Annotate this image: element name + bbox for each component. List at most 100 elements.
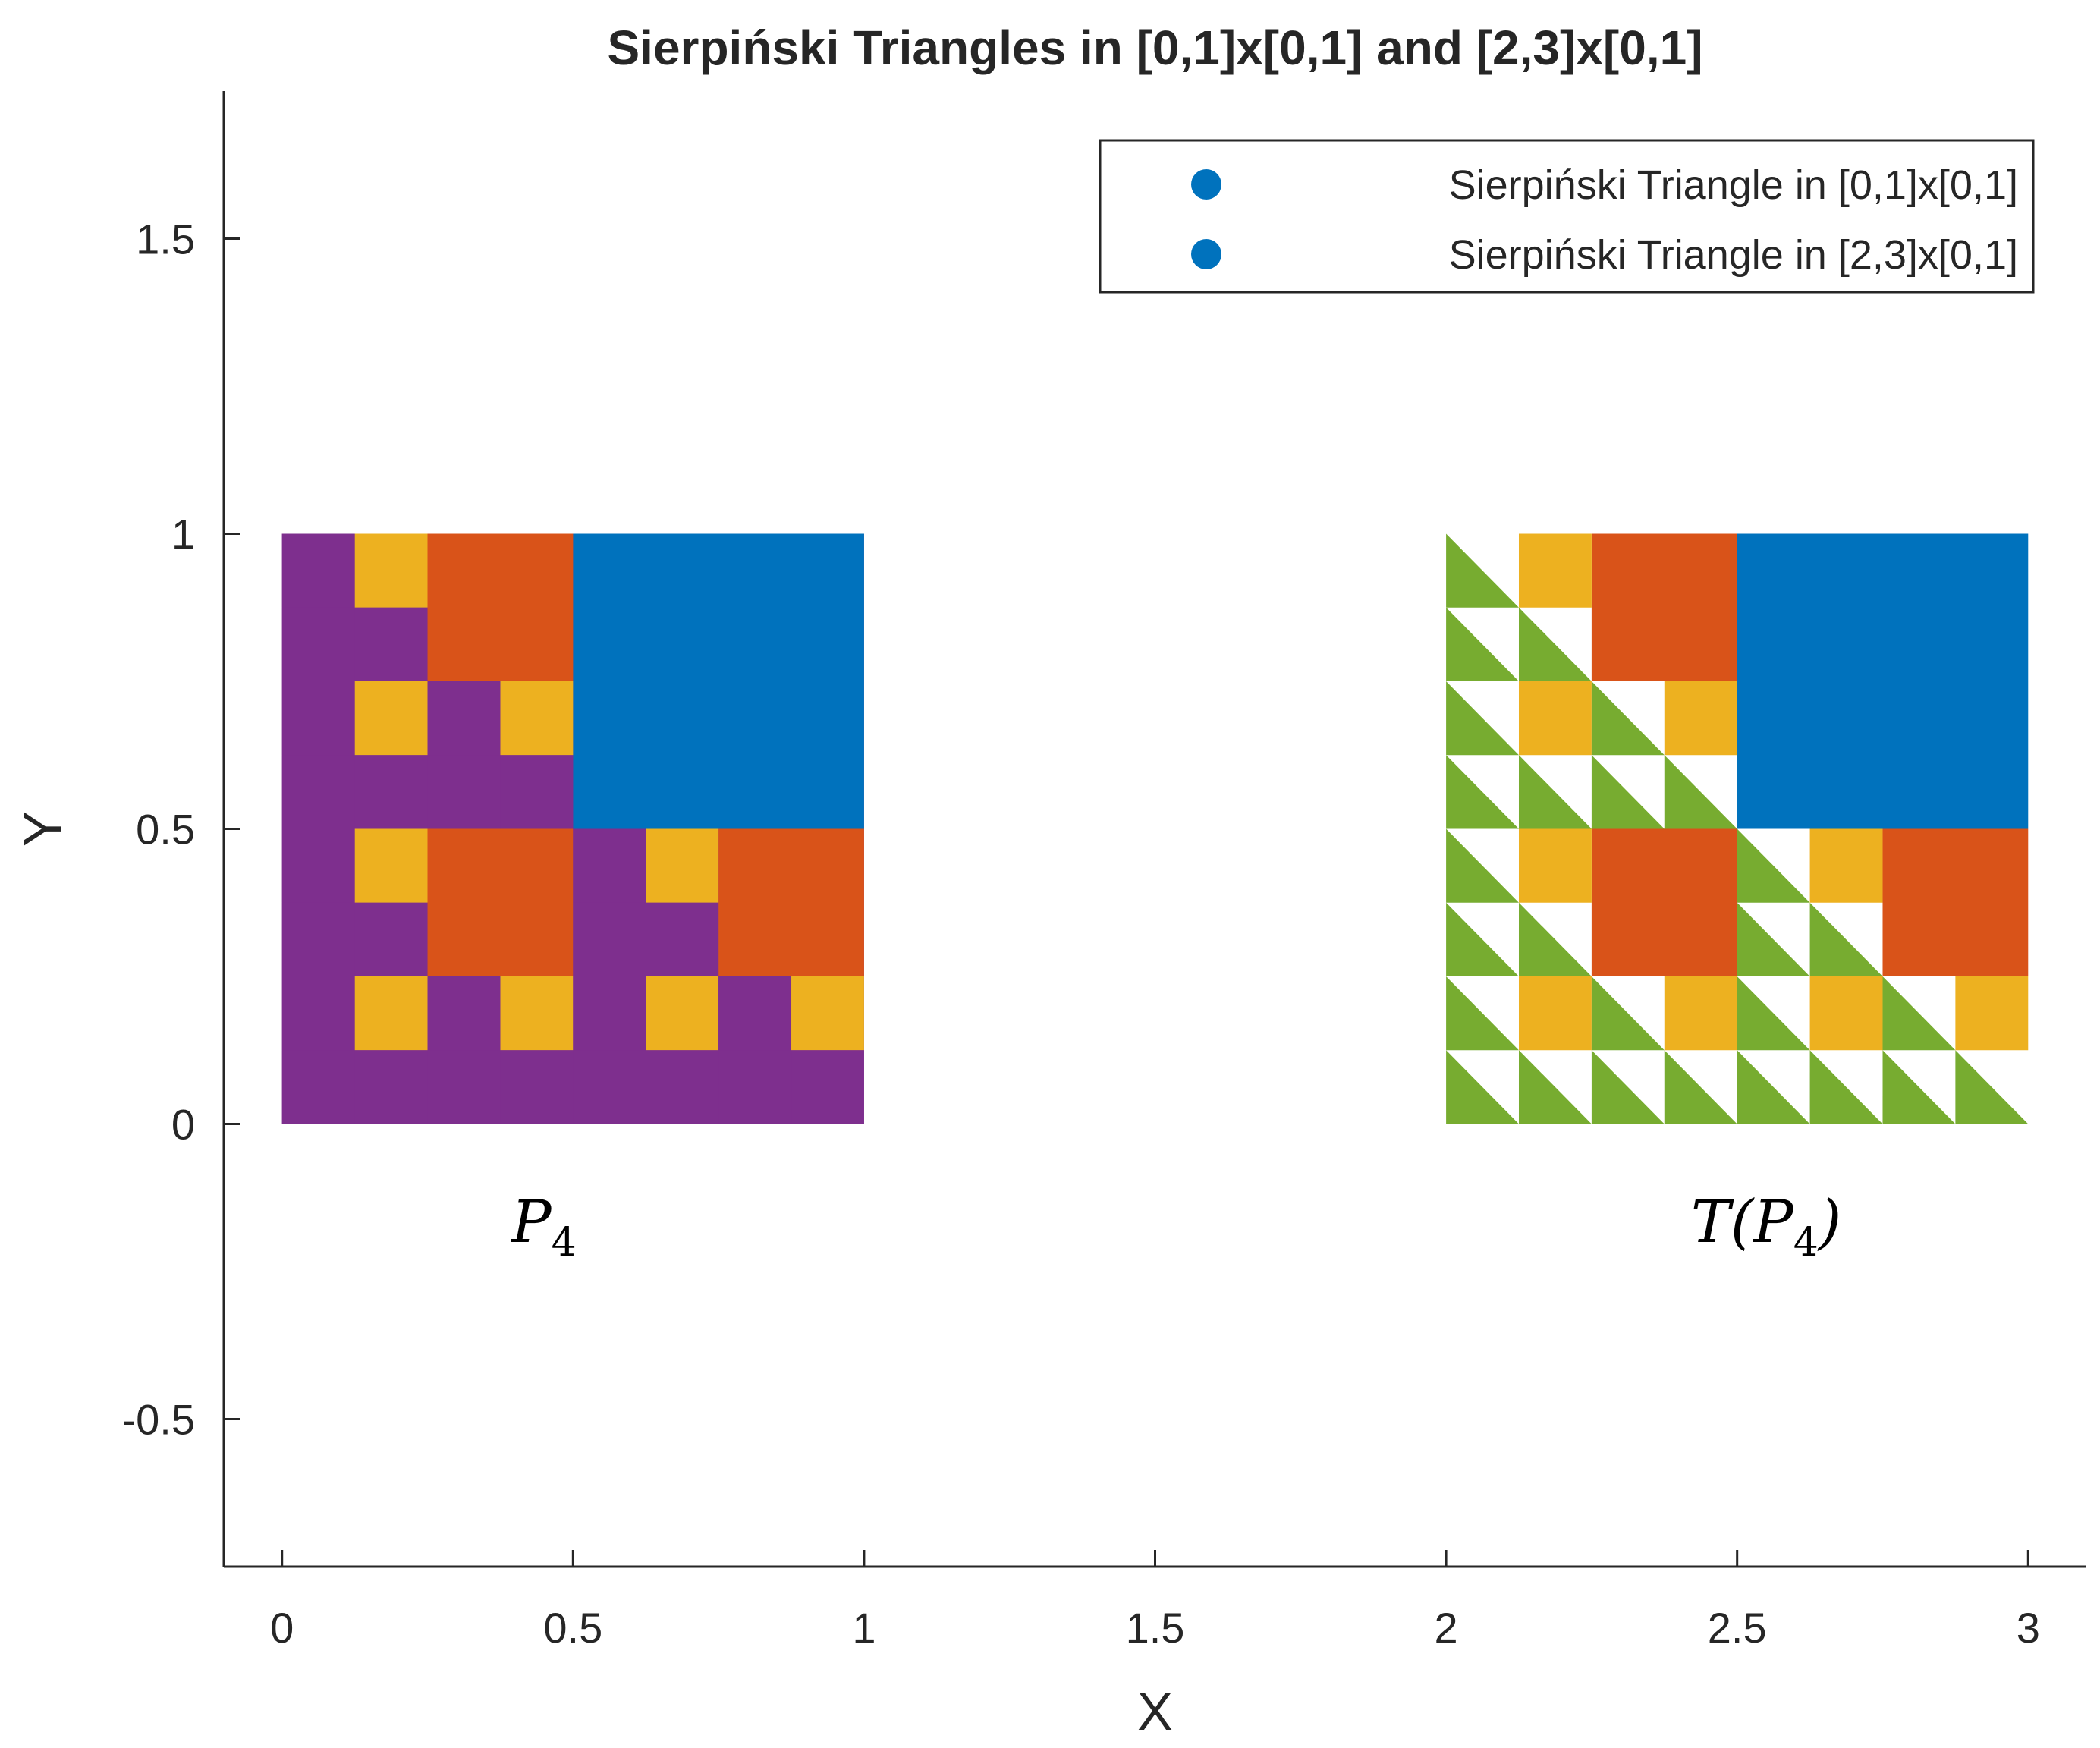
fractal-block-level-3 [354,681,428,756]
axes: 0 0.5 1 1.5 2 2.5 3 -0.5 0 0.5 1 1.5 [122,91,2086,1652]
legend: Sierpiński Triangle in [0,1]x[0,1] Sierpi… [1099,139,2035,294]
x-tick-label: 1.5 [1126,1604,1185,1652]
fractal-cell [1446,533,1519,608]
x-tick-label: 0 [270,1604,294,1652]
fractal-cell [427,755,501,829]
y-axis-label: Y [13,811,72,847]
fractal-cell [1446,976,1519,1051]
fractal-cell [1446,607,1519,681]
fractal-block-level-3 [1955,976,2029,1051]
fractal-cell [791,1050,864,1124]
fractal-block-level-2 [1591,533,1737,681]
fractal-cell [1591,976,1665,1051]
fractal-block-level-3 [1664,681,1737,756]
fractal-cell [354,755,428,829]
fractal-block-level-2 [718,828,864,976]
fractal-cell [718,1050,792,1124]
fractal-block-level-2 [427,533,574,681]
fractal-cell [573,902,646,976]
fractal-cell [281,976,355,1051]
y-tick-label: 1.5 [136,215,195,263]
fractal-cell [281,902,355,976]
x-tick-label: 2.5 [1708,1604,1767,1652]
fractal-cell [427,1050,501,1124]
fractal-cell [646,902,719,976]
fractal-cell [281,1050,355,1124]
y-tick-label: 0 [171,1101,195,1149]
fractal-cell [1809,902,1883,976]
fractal-block-level-3 [646,828,719,903]
legend-entry-label: Sierpiński Triangle in [0,1]x[0,1] [1449,162,2018,208]
fractal-cell [281,681,355,756]
x-tick-label: 1 [852,1604,876,1652]
fractal-cell [354,1050,428,1124]
fractal-cell [427,976,501,1051]
fractal-cell [573,976,646,1051]
fractal-cell [1882,1050,1956,1124]
fractal-cell [1518,1050,1592,1124]
fractal-cell [1882,976,1956,1051]
fractal-cell [1664,755,1737,829]
fractal-block-level-3 [791,976,864,1051]
fractal-cell [1518,607,1592,681]
fractal-block-level-3 [500,976,574,1051]
fractal-block-level-3 [1518,976,1592,1051]
y-tick-label: -0.5 [122,1396,196,1444]
fractal-cell [1737,828,1810,903]
fractal-block-level-3 [354,828,428,903]
fractal-block-level-2 [1591,828,1737,976]
x-tick-label: 2 [1435,1604,1458,1652]
fractal-cell [1955,1050,2029,1124]
fractal-cell [1664,1050,1737,1124]
fractal-cell [1446,755,1519,829]
fractal-block-level-3 [1518,681,1592,756]
fractal-cell [573,1050,646,1124]
fractal-cell [354,902,428,976]
fractal-block-level-3 [354,533,428,608]
fractal-cell [1591,681,1665,756]
legend-marker [1191,169,1221,200]
fractal-block-level-3 [1809,828,1883,903]
fractal-cell [281,607,355,681]
fractal-cell [1591,1050,1665,1124]
fractal-cell [281,828,355,903]
fractal-cell [281,533,355,608]
x-tick-label: 0.5 [543,1604,602,1652]
annotation-label: T(P4) [1691,1188,1841,1265]
fractal-cell [1446,681,1519,756]
fractal-block-level-3 [1518,828,1592,903]
fractal-cell [1518,755,1592,829]
fractal-cell [1446,902,1519,976]
x-tick-label: 3 [2017,1604,2040,1652]
fractal-block-level-1 [573,533,864,829]
legend-box [1099,139,2035,294]
fractal-block-level-3 [500,681,574,756]
fractal-block-level-2 [1882,828,2029,976]
y-tick-label: 0.5 [136,806,195,854]
x-axis-label: X [1137,1682,1173,1741]
annotation-label: P4 [510,1188,577,1265]
fractal-block-level-3 [354,976,428,1051]
fractal-cell [1737,976,1810,1051]
fractal-block-level-3 [1518,533,1592,608]
fractal-cell [646,1050,719,1124]
fractal-block-level-2 [427,828,574,976]
fractal-cell [573,828,646,903]
chart-title: Sierpiński Triangles in [0,1]x[0,1] and … [607,20,1702,75]
fractal-cell [500,1050,574,1124]
fractal-block-level-3 [1664,976,1737,1051]
fractal-block-level-3 [1809,976,1883,1051]
fractal-cell [1809,1050,1883,1124]
fractal-cell [1446,1050,1519,1124]
fractal-cell [1737,1050,1810,1124]
plot-marks [281,533,2029,1124]
fractal-cell [1518,902,1592,976]
legend-marker [1191,239,1221,269]
fractal-block-level-3 [646,976,719,1051]
fractal-cell [281,755,355,829]
fractal-cell [354,607,428,681]
fractal-cell [1737,902,1810,976]
fractal-cell [427,681,501,756]
